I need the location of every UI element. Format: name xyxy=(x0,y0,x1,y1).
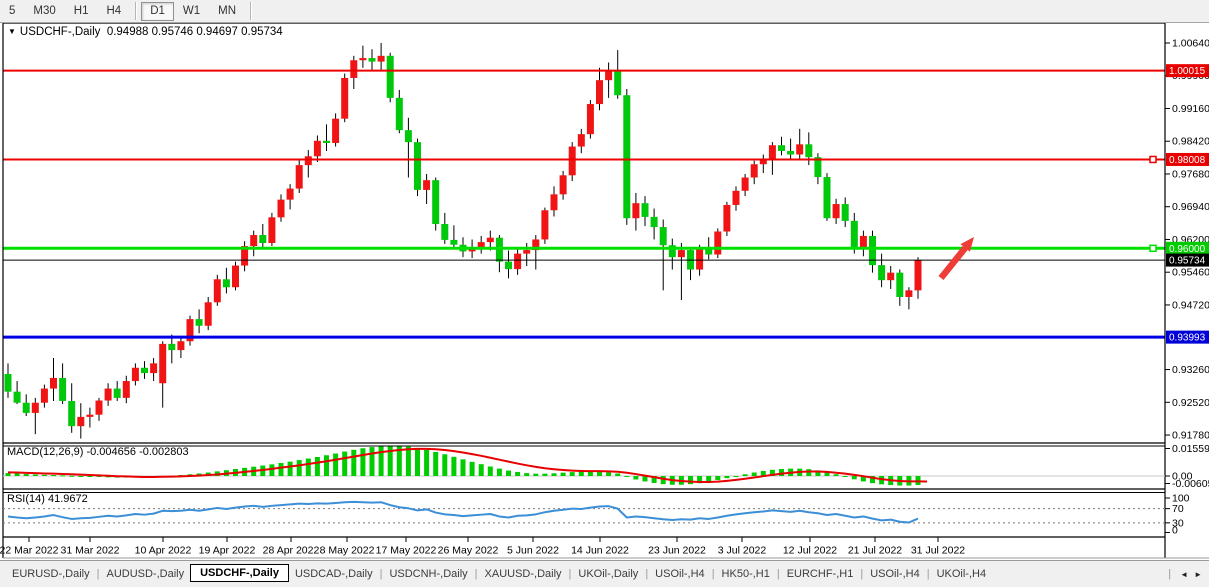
axis-label: -0.006055 xyxy=(1172,478,1209,490)
timeframe-toolbar: 5 M30 H1 H4 D1 W1 MN xyxy=(0,0,1209,23)
axis-label: 3 Jul 2022 xyxy=(718,545,767,557)
chart-title-ohlc: 0.94988 0.95746 0.94697 0.95734 xyxy=(106,26,283,38)
axis-label: 0.99160 xyxy=(1172,103,1209,115)
tf-button-m30[interactable]: M30 xyxy=(33,4,56,17)
macd-panel: 0.015596 0.00-0.006055 xyxy=(3,443,1209,490)
arrow-annotation[interactable] xyxy=(938,237,974,281)
chart-title: ▼ USDCHF-,Daily 0.94988 0.95746 0.94697 0… xyxy=(8,26,283,38)
chart-title-symbol: USDCHF-,Daily xyxy=(19,26,101,38)
axis-label: 0.91780 xyxy=(1172,430,1209,442)
axis-label: 31 Mar 2022 xyxy=(61,545,120,557)
axis-label: 12 Jul 2022 xyxy=(783,545,837,557)
axis-label: 10 Apr 2022 xyxy=(135,545,192,557)
axis-label: 0.93260 xyxy=(1172,364,1209,376)
axis-label: 31 Jul 2022 xyxy=(911,545,965,557)
axis-label: 14 Jun 2022 xyxy=(571,545,629,557)
arrow-head-icon xyxy=(960,237,974,252)
axis-label: 0.93993 xyxy=(1169,333,1206,344)
tf-button-mn[interactable]: MN xyxy=(218,4,237,17)
tab-separator: | xyxy=(711,568,715,580)
hline-handle[interactable] xyxy=(1149,155,1157,164)
chart-canvas: 1.006400.999000.991600.984200.976800.969… xyxy=(0,22,1209,559)
tab-scroll-controls: | ◄ ► xyxy=(1166,561,1207,587)
tab-eurusd-daily[interactable]: EURUSD-,Daily xyxy=(12,568,90,580)
horizontal-line-objects[interactable] xyxy=(3,69,1165,339)
axis-label: 1.00015 xyxy=(1169,66,1206,77)
axis-label: 8 May 2022 xyxy=(320,545,375,557)
toolbar-separator xyxy=(250,2,252,20)
axis-label: 0.96940 xyxy=(1172,201,1209,213)
axis-label: 22 Mar 2022 xyxy=(0,545,59,557)
panel-borders xyxy=(2,22,1209,559)
tab-ukoil-h4[interactable]: UKOil-,H4 xyxy=(936,568,987,580)
price-tag-1.00015 xyxy=(1166,64,1209,78)
axis-label: 0.97680 xyxy=(1172,168,1209,180)
tab-hk50-h1[interactable]: HK50-,H1 xyxy=(721,568,770,580)
axis-label: 0 xyxy=(1172,525,1178,537)
date-axis[interactable]: 22 Mar 2022 31 Mar 2022 10 Apr 2022 19 Apr … xyxy=(0,537,965,557)
axis-label: 0.92520 xyxy=(1172,397,1209,409)
tab-usoil-h4[interactable]: USOil-,H4 xyxy=(655,568,705,580)
axis-label: 0.00 xyxy=(1172,471,1193,483)
tf-button-w1[interactable]: W1 xyxy=(182,4,201,17)
tab-separator: | xyxy=(645,568,649,580)
macd-indicator-label: MACD(12,26,9) -0.004656 -0.002803 xyxy=(7,446,189,458)
candlestick-series xyxy=(4,43,922,439)
axis-label: 30 xyxy=(1172,517,1184,529)
tf-button-d1[interactable]: D1 xyxy=(141,1,174,21)
tab-ukoil-daily[interactable]: UKOil-,Daily xyxy=(578,568,639,580)
axis-label: 0.95734 xyxy=(1169,256,1206,267)
tab-scroll-right-button[interactable]: ► xyxy=(1194,569,1202,579)
tf-button-5[interactable]: 5 xyxy=(9,4,16,17)
tab-separator: | xyxy=(474,568,478,580)
tab-separator: | xyxy=(379,568,383,580)
price-tag-0.96000 xyxy=(1166,241,1209,255)
axis-label: 28 Apr 2022 xyxy=(263,545,320,557)
axis-label: 19 Apr 2022 xyxy=(199,545,256,557)
tab-separator: | xyxy=(776,568,780,580)
tab-usdcad-daily[interactable]: USDCAD-,Daily xyxy=(294,568,373,580)
macd-signal-line xyxy=(7,447,928,484)
tab-audusd-daily[interactable]: AUDUSD-,Daily xyxy=(106,568,185,580)
tab-separator: | xyxy=(568,568,572,580)
tab-separator: | xyxy=(1168,568,1172,580)
axis-label: 26 May 2022 xyxy=(438,545,499,557)
price-axis[interactable]: 1.006400.999000.991600.984200.976800.969… xyxy=(1165,38,1209,442)
tab-separator: | xyxy=(926,568,930,580)
tab-xauusd-daily[interactable]: XAUUSD-,Daily xyxy=(484,568,562,580)
toolbar-separator xyxy=(135,2,137,20)
axis-label: 21 Jul 2022 xyxy=(848,545,902,557)
tab-usdcnh-daily[interactable]: USDCNH-,Daily xyxy=(389,568,468,580)
symbol-tab-bar: EURUSD-,Daily | AUDUSD-,Daily USDCHF-,Daily… xyxy=(0,560,1209,587)
chart-dropdown-icon[interactable]: ▼ xyxy=(8,27,16,36)
price-tag-0.95734 xyxy=(1166,253,1209,267)
axis-label: 0.94720 xyxy=(1172,299,1209,311)
axis-label: 0.96000 xyxy=(1169,244,1206,255)
tab-scroll-left-button[interactable]: ◄ xyxy=(1180,569,1189,579)
tf-button-h4[interactable]: H4 xyxy=(106,4,122,17)
axis-label: 70 xyxy=(1172,503,1184,515)
rsi-indicator-label: RSI(14) 41.9672 xyxy=(7,493,88,505)
hline-handle[interactable] xyxy=(1149,244,1157,253)
axis-label: 17 May 2022 xyxy=(376,545,437,557)
tab-eurchf-h1[interactable]: EURCHF-,H1 xyxy=(786,568,854,580)
axis-label: 1.00640 xyxy=(1172,38,1209,50)
tab-separator: | xyxy=(860,568,864,580)
rsi-line xyxy=(7,500,919,524)
axis-label: 5 Jun 2022 xyxy=(507,545,559,557)
price-tag-0.98008 xyxy=(1166,152,1209,166)
axis-label: 0.015596 xyxy=(1172,443,1209,455)
axis-label: 100 xyxy=(1172,493,1190,505)
axis-label: 0.98420 xyxy=(1172,136,1209,148)
price-tag-0.93993 xyxy=(1166,330,1209,344)
tab-separator: | xyxy=(96,568,100,580)
axis-label: 23 Jun 2022 xyxy=(648,545,706,557)
axis-label: 0.95460 xyxy=(1172,267,1209,279)
tab-usoil-h4[interactable]: USOil-,H4 xyxy=(870,568,920,580)
tf-button-h1[interactable]: H1 xyxy=(73,4,89,17)
tab-usdchf-daily[interactable]: USDCHF-,Daily xyxy=(190,564,289,582)
axis-label: 0.98008 xyxy=(1169,155,1206,166)
